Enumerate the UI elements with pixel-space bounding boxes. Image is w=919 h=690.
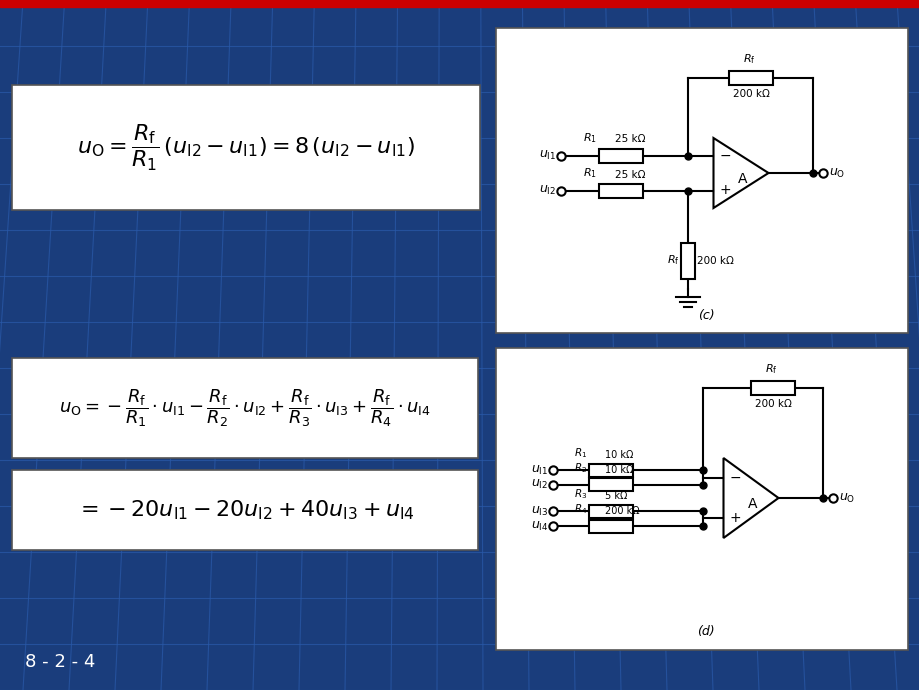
Text: $R_{\rm 1}$: $R_{\rm 1}$ [583,130,596,144]
Text: A: A [747,497,757,511]
Text: 200 kΩ: 200 kΩ [732,89,768,99]
Text: $u_{\rm I3}$: $u_{\rm I3}$ [530,505,548,518]
Text: (d): (d) [697,624,714,638]
Text: 200 kΩ: 200 kΩ [605,506,639,516]
Bar [588,478,632,491]
Text: $R_{\rm 1}$: $R_{\rm 1}$ [583,166,596,179]
Text: 10 kΩ: 10 kΩ [605,464,632,475]
Bar [598,148,642,163]
Text: −: − [719,148,731,163]
Bar [12,358,478,458]
Bar [495,28,907,333]
Bar [0,0,919,7]
Text: $R_{\rm f}$: $R_{\rm f}$ [666,254,679,268]
Text: $R_{\rm 4}$: $R_{\rm 4}$ [573,502,586,516]
Text: 8 - 2 - 4: 8 - 2 - 4 [25,653,96,671]
Text: (c): (c) [697,308,713,322]
Bar [588,464,632,477]
Text: $u_{\rm I1}$: $u_{\rm I1}$ [539,149,555,162]
Bar [728,71,772,85]
Bar [751,381,795,395]
Text: $u_{\rm O}$: $u_{\rm O}$ [839,491,855,504]
Text: 200 kΩ: 200 kΩ [754,399,791,409]
Bar [12,470,478,550]
Text: 5 kΩ: 5 kΩ [605,491,627,502]
Bar [588,520,632,533]
Text: 10 kΩ: 10 kΩ [605,450,632,460]
Text: 25 kΩ: 25 kΩ [614,170,645,179]
Text: $u_{\rm I2}$: $u_{\rm I2}$ [530,478,548,491]
Text: $R_{\rm 1}$: $R_{\rm 1}$ [573,446,586,460]
Text: A: A [737,172,747,186]
Text: $R_{\rm f}$: $R_{\rm f}$ [742,52,754,66]
Bar [12,85,480,210]
Text: $u_{\rm O} = -\dfrac{R_{\rm f}}{R_{\rm 1}}\cdot u_{\rm I1} - \dfrac{R_{\rm f}}{R: $u_{\rm O} = -\dfrac{R_{\rm f}}{R_{\rm 1… [59,387,430,428]
Text: $= -20u_{\rm I1} - 20u_{\rm I2} + 40u_{\rm I3} + u_{\rm I4}$: $= -20u_{\rm I1} - 20u_{\rm I2} + 40u_{\… [75,498,414,522]
Text: +: + [719,184,731,197]
Text: $R_{\rm 2}$: $R_{\rm 2}$ [573,461,586,475]
Text: $u_{\rm O}$: $u_{\rm O}$ [829,166,845,179]
Text: 200 kΩ: 200 kΩ [697,255,733,266]
Text: $u_{\rm O} = \dfrac{R_{\rm f}}{R_{\rm 1}}\,(u_{\rm I2} - u_{\rm I1}) = 8\,(u_{\r: $u_{\rm O} = \dfrac{R_{\rm f}}{R_{\rm 1}… [77,122,414,172]
Bar [681,242,695,279]
Text: +: + [729,511,741,525]
Bar [598,184,642,197]
Text: 25 kΩ: 25 kΩ [614,135,645,144]
Text: $R_{\rm f}$: $R_{\rm f}$ [765,362,777,376]
Bar [495,348,907,650]
Text: $R_{\rm 3}$: $R_{\rm 3}$ [573,488,586,502]
Text: $u_{\rm I1}$: $u_{\rm I1}$ [530,464,548,477]
Bar [588,505,632,518]
Text: $u_{\rm I4}$: $u_{\rm I4}$ [530,520,548,533]
Text: −: − [729,471,741,485]
Text: $u_{\rm I2}$: $u_{\rm I2}$ [539,184,555,197]
